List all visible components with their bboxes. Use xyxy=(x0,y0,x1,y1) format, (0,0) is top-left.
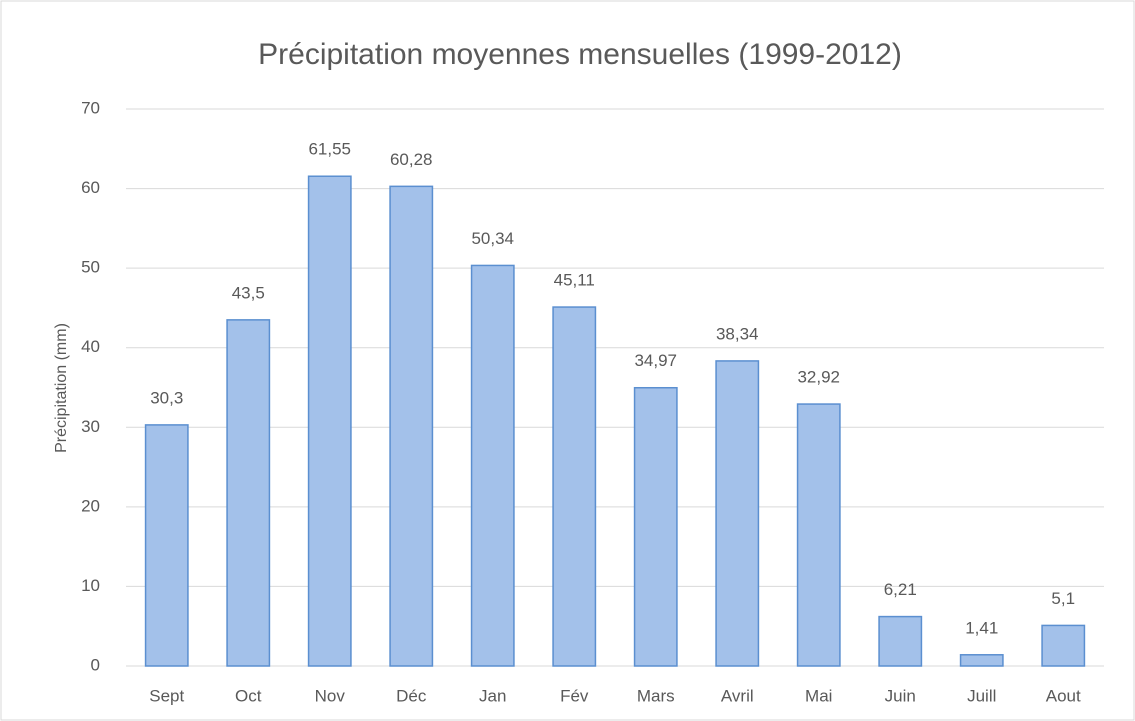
x-tick-label: Oct xyxy=(235,686,262,705)
data-label: 50,34 xyxy=(471,229,514,248)
y-tick-label: 20 xyxy=(81,496,100,515)
data-label: 34,97 xyxy=(634,351,677,370)
x-tick-label: Mai xyxy=(805,686,832,705)
x-tick-label: Juill xyxy=(967,686,996,705)
data-label: 60,28 xyxy=(390,150,433,169)
data-label: 5,1 xyxy=(1051,589,1075,608)
y-tick-label: 30 xyxy=(81,417,100,436)
x-tick-label: Avril xyxy=(721,686,754,705)
bar xyxy=(470,264,515,667)
data-label: 38,34 xyxy=(716,324,759,343)
y-tick-label: 60 xyxy=(81,178,100,197)
y-tick-label: 40 xyxy=(81,337,100,356)
bar xyxy=(633,386,678,667)
x-tick-label: Aout xyxy=(1046,686,1081,705)
bar xyxy=(226,319,271,667)
data-label: 1,41 xyxy=(965,618,998,637)
bar xyxy=(878,615,923,667)
x-tick-label: Mars xyxy=(637,686,675,705)
x-tick-label: Jan xyxy=(479,686,506,705)
data-label: 45,11 xyxy=(554,271,595,290)
x-tick-label: Déc xyxy=(396,686,427,705)
data-label: 6,21 xyxy=(884,580,917,599)
bar xyxy=(715,360,760,667)
x-tick-label: Sept xyxy=(149,686,184,705)
data-label: 32,92 xyxy=(797,368,840,387)
chart-title: Précipitation moyennes mensuelles (1999-… xyxy=(258,38,902,71)
bar xyxy=(796,403,841,667)
y-tick-label: 0 xyxy=(91,655,100,674)
bar xyxy=(307,175,352,667)
bar xyxy=(552,306,597,667)
bar xyxy=(1041,624,1086,667)
bar xyxy=(389,185,434,667)
data-label: 43,5 xyxy=(232,283,265,302)
y-tick-label: 50 xyxy=(81,258,100,277)
x-tick-label: Juin xyxy=(885,686,916,705)
bar xyxy=(959,654,1004,667)
y-tick-label: 70 xyxy=(81,98,100,117)
y-tick-label: 10 xyxy=(81,576,100,595)
x-tick-label: Nov xyxy=(315,686,346,705)
data-label: 61,55 xyxy=(308,140,351,159)
data-label: 30,3 xyxy=(150,388,183,407)
bar xyxy=(144,424,189,667)
y-axis-label: Précipitation (mm) xyxy=(53,323,70,453)
x-tick-label: Fév xyxy=(560,686,589,705)
